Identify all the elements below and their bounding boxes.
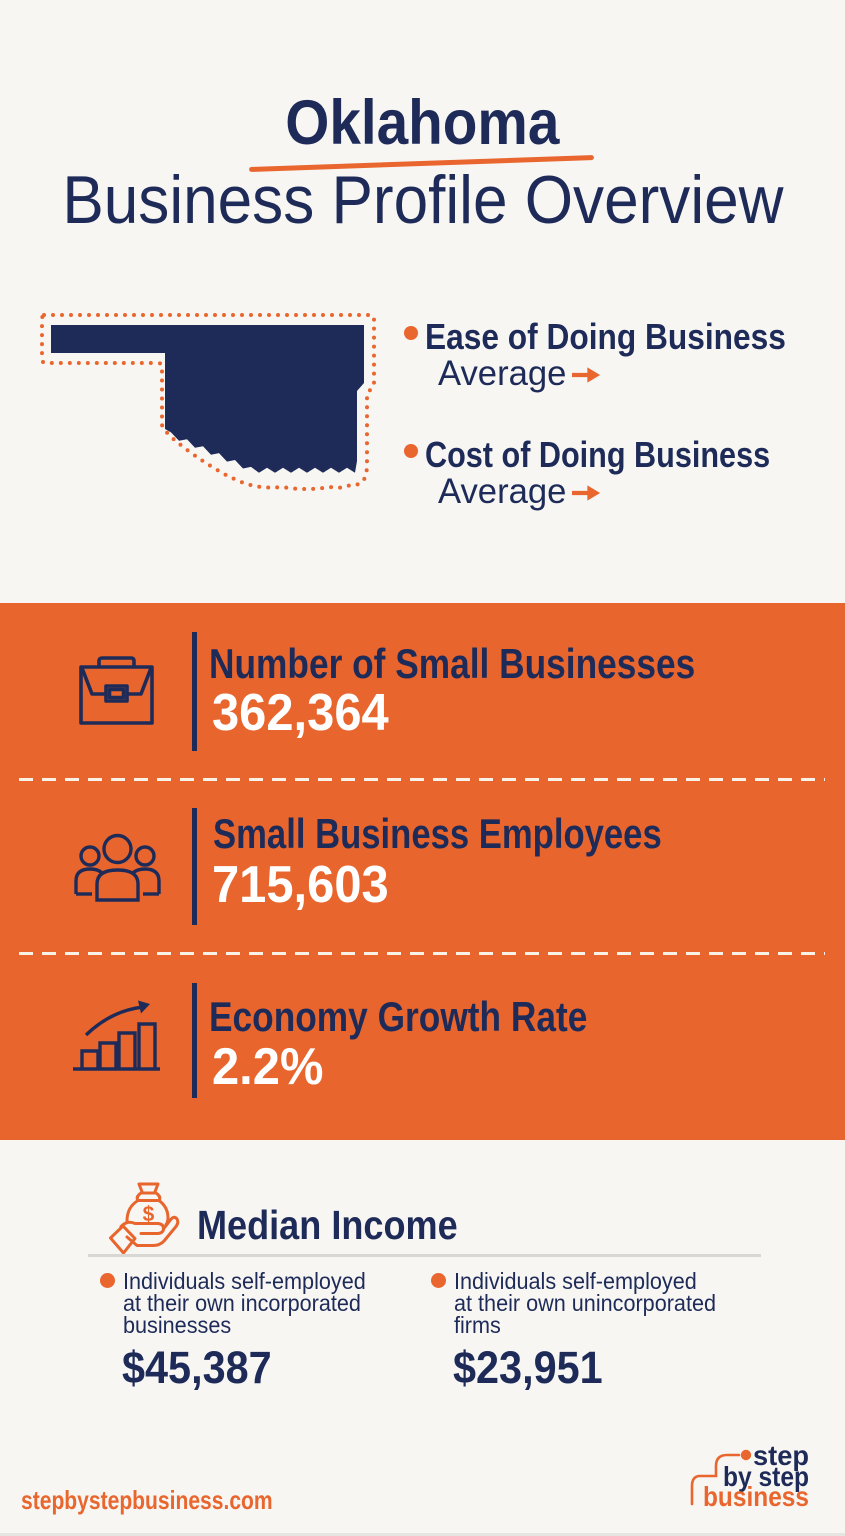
svg-text:step: step (753, 1440, 809, 1471)
svg-text:business: business (703, 1481, 809, 1512)
svg-text:$: $ (143, 1203, 155, 1226)
svg-text:by step: by step (723, 1461, 809, 1492)
